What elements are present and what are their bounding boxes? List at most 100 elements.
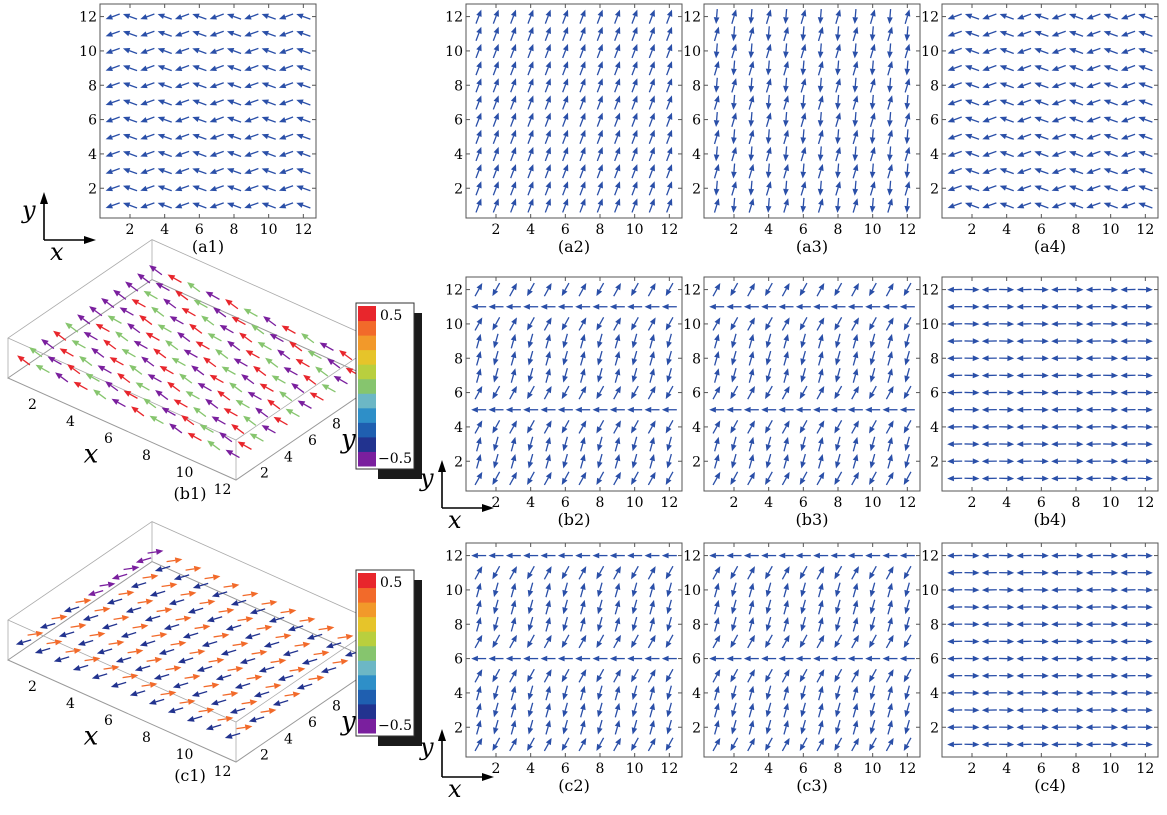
arrow-head (632, 198, 638, 206)
arrow-head (562, 181, 569, 189)
arrow-shaft (156, 609, 166, 613)
arrow-head (644, 303, 652, 310)
arrow-head (226, 82, 235, 88)
spin-arrow (91, 347, 105, 358)
spin-arrow (614, 454, 621, 469)
spin-arrow (545, 617, 551, 632)
arrow-shaft (904, 84, 909, 93)
spin-arrow (1137, 338, 1153, 344)
arrow-shaft (196, 369, 205, 376)
arrow-head (1111, 338, 1119, 344)
spin-arrow (783, 436, 789, 452)
spin-arrow (579, 43, 586, 59)
spin-arrow (154, 565, 171, 572)
spin-arrow (471, 552, 487, 559)
spin-arrow (982, 116, 997, 123)
arrow-shaft (748, 623, 753, 632)
arrow-shaft (614, 340, 619, 349)
arrow-head (339, 350, 347, 357)
spin-arrow (748, 351, 755, 366)
arrow-shaft (648, 67, 653, 76)
arrow-head (527, 288, 533, 297)
arrow-head (1103, 82, 1111, 88)
arrow-head (904, 171, 911, 179)
arrow-shaft (733, 385, 739, 394)
arrow-head (127, 323, 135, 330)
arrow-shaft (783, 589, 787, 598)
arrow-shaft (748, 606, 753, 615)
arrow-shaft (136, 410, 145, 417)
spin-arrow (1016, 303, 1032, 310)
arrow-head (155, 389, 163, 397)
arrow-shaft (215, 99, 224, 104)
arrow-shaft (510, 49, 515, 59)
arrow-shaft (241, 682, 251, 687)
y-tick-label: 12 (445, 10, 463, 26)
arrow-head (1120, 441, 1128, 447)
arrow-head (666, 727, 672, 735)
arrow-shaft (250, 133, 259, 138)
arrow-head (178, 640, 187, 647)
arrow-shaft (599, 420, 605, 428)
arrow-head (263, 641, 272, 648)
spin-arrow (947, 355, 963, 362)
arrow-shaft (904, 50, 909, 59)
arrow-shaft (819, 180, 822, 190)
spin-arrow (471, 406, 487, 413)
spin-arrow (869, 385, 877, 400)
arrow-shaft (246, 658, 256, 662)
arrow-head (649, 351, 655, 359)
spin-arrow (964, 133, 980, 140)
spin-arrow (562, 112, 569, 127)
arrow-head (207, 599, 216, 606)
spin-arrow (580, 454, 586, 469)
spin-arrow (631, 471, 639, 485)
spin-arrow (492, 146, 499, 162)
spin-arrow (800, 129, 807, 145)
spin-arrow (492, 565, 501, 580)
spin-arrow (999, 338, 1015, 344)
arrow-shaft (750, 146, 753, 155)
spin-arrow (882, 303, 898, 310)
arrow-head (1051, 458, 1058, 465)
arrow-shaft (802, 282, 808, 291)
spin-arrow (318, 625, 335, 632)
arrow-shaft (783, 692, 787, 701)
spin-arrow (476, 599, 482, 615)
spin-arrow (1138, 65, 1153, 72)
spin-arrow (82, 614, 99, 621)
arrow-head (29, 347, 37, 354)
arrow-head (575, 406, 582, 413)
spin-arrow (509, 386, 517, 400)
arrow-shaft (113, 318, 122, 324)
arrow-shaft (1023, 13, 1032, 18)
arrow-shaft (184, 676, 194, 679)
arrow-head (476, 283, 483, 291)
arrow-shaft (802, 368, 806, 377)
spin-arrow (1016, 47, 1032, 54)
arrow-shaft (614, 709, 619, 718)
arrow-head (471, 552, 478, 559)
arrow-head (277, 349, 285, 357)
spin-arrow (1103, 13, 1118, 20)
spin-arrow (631, 198, 638, 213)
spin-arrow (105, 64, 120, 72)
arrow-shaft (837, 368, 841, 377)
spin-arrow (244, 202, 259, 209)
arrow-head (87, 590, 96, 597)
arrow-head (632, 78, 638, 86)
arrow-shaft (1109, 15, 1118, 20)
arrow-shaft (89, 614, 99, 619)
spin-arrow (1034, 47, 1049, 55)
spin-arrow (981, 406, 997, 413)
arrow-head (133, 340, 142, 347)
arrow-shaft (871, 436, 876, 445)
arrow-head (230, 599, 239, 606)
arrow-head (1051, 31, 1059, 37)
x-tick-label: 6 (561, 761, 570, 777)
spin-arrow (748, 112, 755, 128)
arrow-shaft (544, 15, 549, 24)
spin-arrow (947, 441, 963, 447)
arrow-shaft (818, 709, 822, 718)
arrow-head (666, 341, 672, 349)
